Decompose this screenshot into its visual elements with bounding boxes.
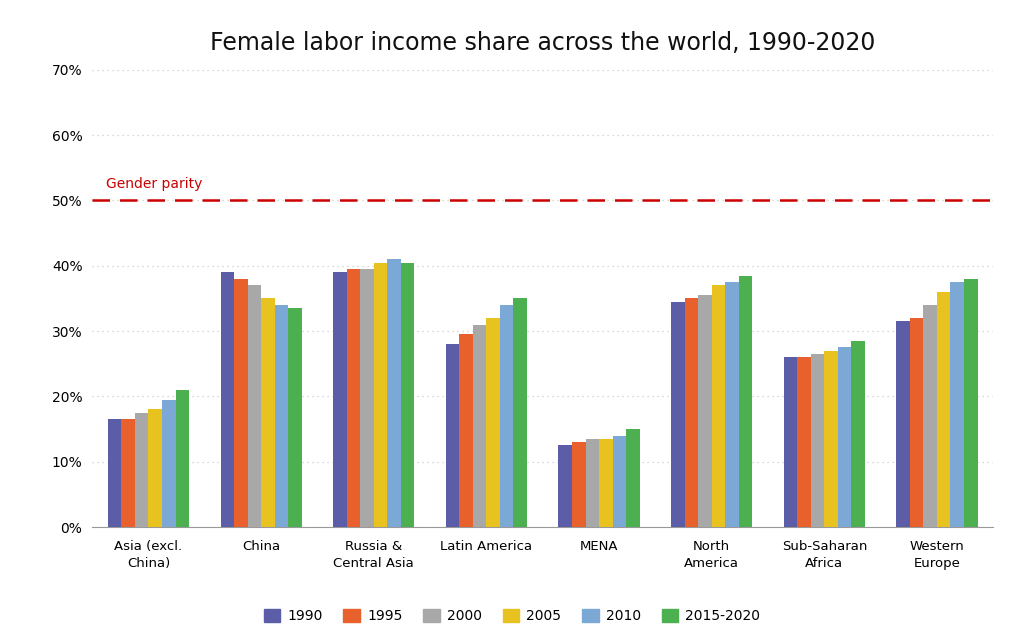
Bar xyxy=(572,442,586,527)
Bar xyxy=(811,354,824,527)
Bar xyxy=(274,305,288,527)
Bar xyxy=(798,358,811,527)
Bar xyxy=(937,292,950,527)
Bar xyxy=(460,335,473,527)
Bar xyxy=(851,341,865,527)
Bar xyxy=(220,272,234,527)
Bar xyxy=(108,419,122,527)
Bar xyxy=(725,282,738,527)
Bar xyxy=(671,302,685,527)
Bar xyxy=(964,279,978,527)
Bar xyxy=(783,358,798,527)
Bar xyxy=(400,262,415,527)
Bar xyxy=(685,298,698,527)
Bar xyxy=(333,272,347,527)
Bar xyxy=(896,321,910,527)
Bar xyxy=(500,305,513,527)
Bar xyxy=(347,269,360,527)
Bar xyxy=(712,285,725,527)
Bar xyxy=(599,439,612,527)
Bar xyxy=(698,295,712,527)
Bar xyxy=(612,436,626,527)
Title: Female labor income share across the world, 1990-2020: Female labor income share across the wor… xyxy=(210,31,876,55)
Bar xyxy=(824,351,838,527)
Bar xyxy=(838,347,851,527)
Bar xyxy=(148,410,162,527)
Bar xyxy=(558,445,572,527)
Bar xyxy=(910,318,924,527)
Bar xyxy=(445,344,460,527)
Bar xyxy=(374,262,387,527)
Bar xyxy=(234,279,248,527)
Bar xyxy=(626,429,640,527)
Bar xyxy=(387,259,400,527)
Bar xyxy=(486,318,500,527)
Bar xyxy=(738,276,753,527)
Text: Gender parity: Gender parity xyxy=(105,177,202,191)
Bar xyxy=(175,390,189,527)
Bar xyxy=(513,298,527,527)
Bar xyxy=(135,413,148,527)
Bar xyxy=(950,282,964,527)
Bar xyxy=(162,399,175,527)
Bar xyxy=(473,324,486,527)
Bar xyxy=(586,439,599,527)
Bar xyxy=(261,298,274,527)
Legend: 1990, 1995, 2000, 2005, 2010, 2015-2020: 1990, 1995, 2000, 2005, 2010, 2015-2020 xyxy=(258,603,766,629)
Bar xyxy=(288,308,302,527)
Bar xyxy=(122,419,135,527)
Bar xyxy=(248,285,261,527)
Bar xyxy=(924,305,937,527)
Bar xyxy=(360,269,374,527)
